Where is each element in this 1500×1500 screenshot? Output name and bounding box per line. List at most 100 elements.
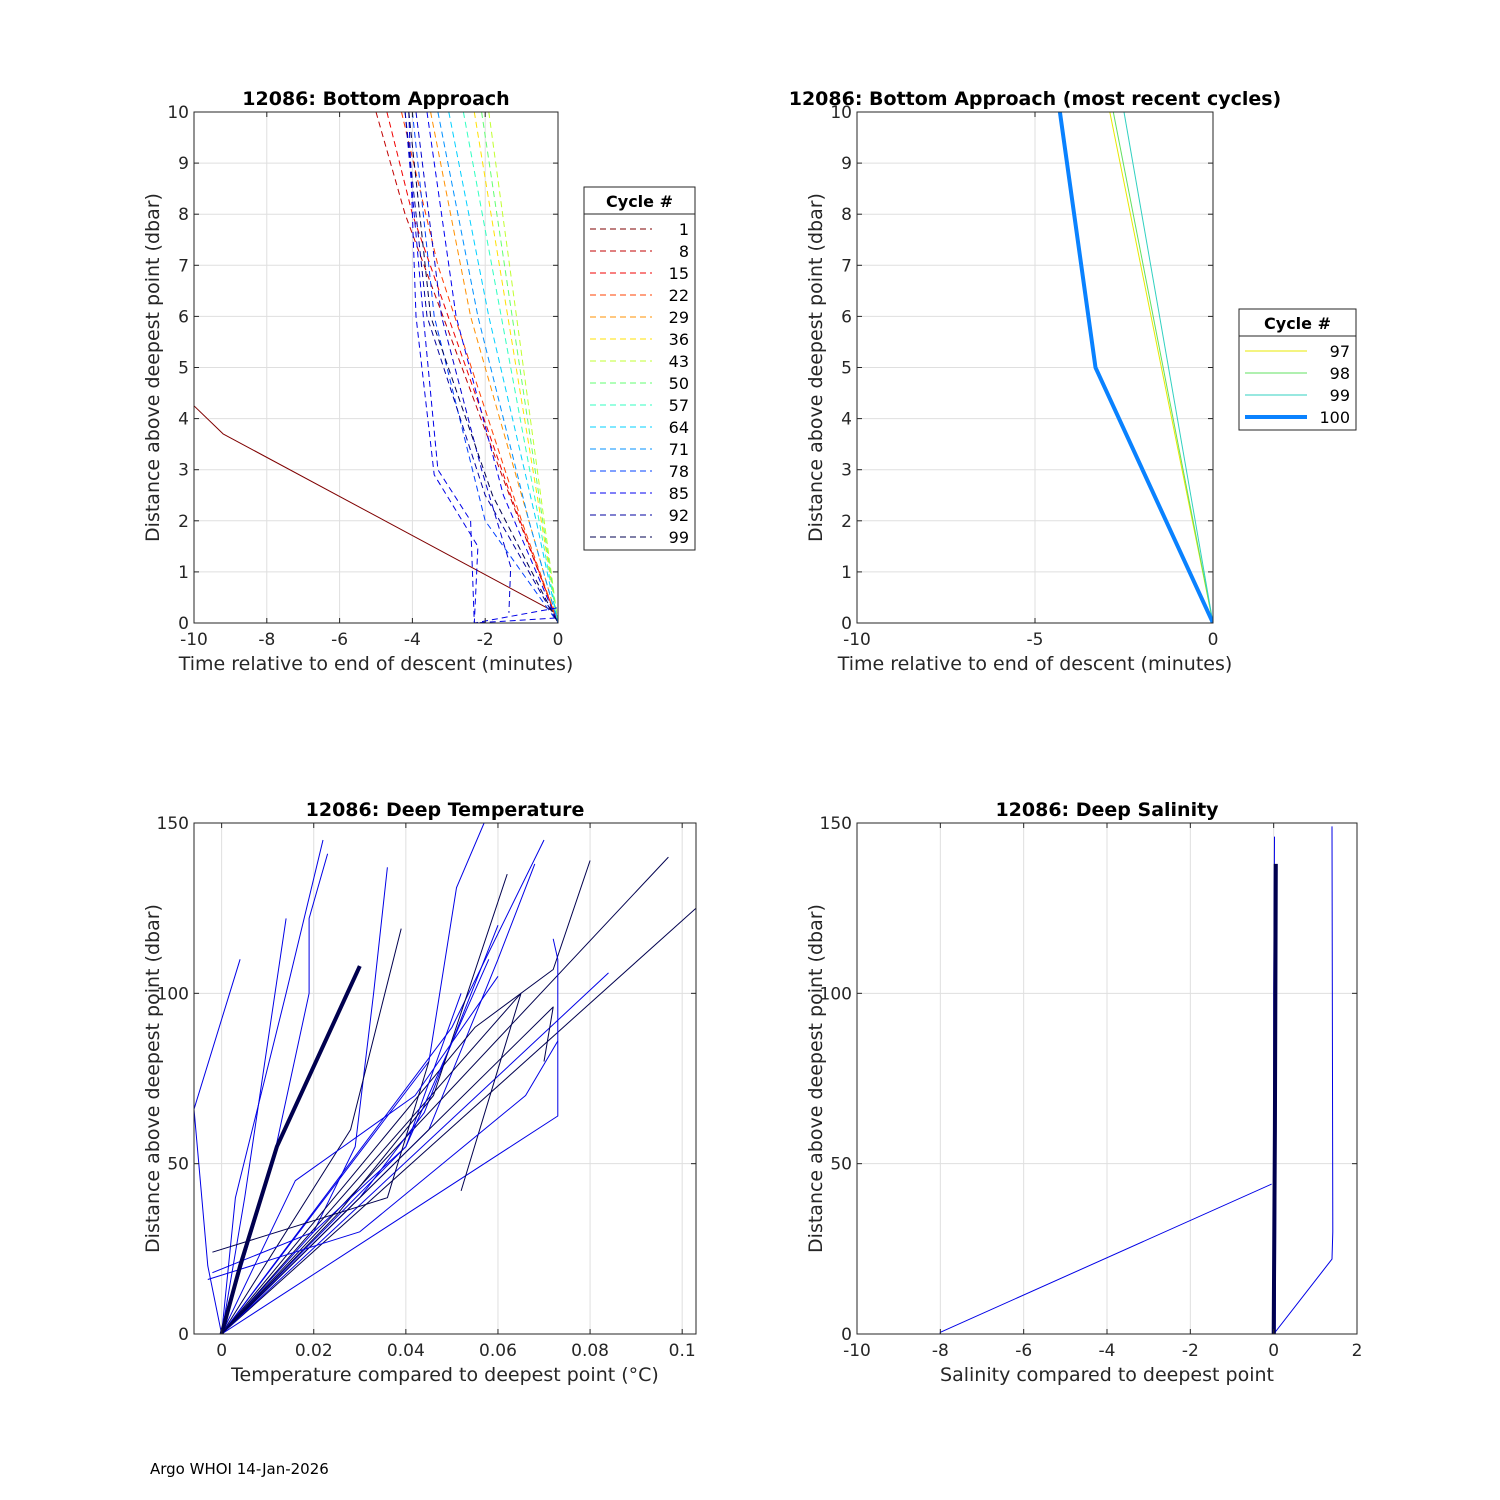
chart-title: 12086: Bottom Approach [242, 88, 509, 110]
series-line-profile [212, 959, 490, 1274]
legend-label: 15 [669, 264, 689, 283]
series-line-22 [401, 112, 558, 623]
legend-box [1238, 308, 1357, 431]
series-line-29 [430, 112, 558, 623]
series-line-profile [221, 839, 545, 1334]
plot-area [194, 823, 696, 1334]
series-line-profile [1271, 863, 1278, 1334]
axes-box [193, 822, 697, 1335]
x-axis-label: Time relative to end of descent (minutes… [178, 653, 574, 675]
chart-title: 12086: Deep Temperature [306, 799, 585, 821]
y-tick-label: 100 [820, 984, 852, 1004]
series-line-8 [375, 112, 558, 623]
series-line-profile [221, 873, 508, 1334]
footer-credit: Argo WHOI 14-Jan-2026 [150, 1460, 329, 1478]
y-tick-label: 9 [178, 154, 189, 174]
series-line-100 [1057, 112, 1213, 623]
x-tick-label: -8 [258, 630, 275, 650]
series-line-98 [1112, 112, 1213, 623]
series-line-profile [221, 976, 499, 1334]
series-line-97 [1109, 112, 1213, 623]
series-line-profile [221, 823, 485, 1334]
x-tick-label: -5 [1027, 630, 1044, 650]
y-tick-label: 9 [841, 154, 852, 174]
series-line-profile [221, 907, 696, 1334]
legend-title: Cycle # [606, 192, 673, 211]
x-axis-label: Time relative to end of descent (minutes… [837, 653, 1233, 675]
series-line-profile [212, 1061, 430, 1253]
y-tick-label: 10 [830, 103, 852, 123]
legend: Cycle # 97 98 99 100 [1238, 308, 1357, 431]
legend-label: 71 [669, 440, 689, 459]
series-line-profile [1273, 826, 1334, 1334]
series-line-99 [408, 112, 558, 623]
legend-label: 1 [679, 220, 689, 239]
y-tick-label: 0 [178, 1325, 189, 1345]
y-tick-label: 1 [178, 563, 189, 583]
series-line-80 [404, 112, 558, 623]
x-axis-label: Temperature compared to deepest point (°… [230, 1364, 659, 1386]
series-line-profile [219, 965, 362, 1334]
legend-label: 29 [669, 308, 689, 327]
y-tick-label: 5 [178, 359, 189, 379]
y-tick-label: 6 [841, 307, 852, 327]
y-tick-label: 3 [841, 461, 852, 481]
series-line-84 [415, 112, 512, 613]
x-tick-label: 0 [553, 630, 564, 650]
y-tick-label: 7 [178, 256, 189, 276]
series-line-78 [411, 112, 558, 623]
legend-label: 43 [669, 352, 689, 371]
y-tick-label: 2 [178, 512, 189, 532]
legend-label: 99 [1330, 386, 1350, 405]
series-line-50 [481, 112, 558, 623]
series-line-82 [408, 112, 558, 623]
series-line-15 [386, 112, 558, 623]
y-tick-label: 1 [841, 563, 852, 583]
x-tick-label: 0 [216, 1341, 227, 1361]
chart-title: 12086: Bottom Approach (most recent cycl… [789, 88, 1282, 110]
x-tick-label: -6 [1015, 1341, 1032, 1361]
legend-label: 36 [669, 330, 689, 349]
legend-title: Cycle # [1264, 314, 1331, 333]
y-tick-label: 7 [841, 256, 852, 276]
legend-label: 98 [1330, 364, 1350, 383]
y-tick-label: 50 [830, 1155, 852, 1175]
y-tick-label: 8 [841, 205, 852, 225]
series-line-profile [221, 938, 559, 1334]
y-tick-label: 10 [167, 103, 189, 123]
x-tick-label: 0.1 [669, 1341, 696, 1361]
y-tick-label: 6 [178, 307, 189, 327]
x-tick-label: 2 [1352, 1341, 1363, 1361]
y-tick-label: 3 [178, 461, 189, 481]
y-tick-label: 100 [157, 984, 189, 1004]
x-tick-label: 0.04 [387, 1341, 425, 1361]
legend-label: 92 [669, 506, 689, 525]
x-tick-label: -10 [180, 630, 208, 650]
x-tick-label: 0.08 [571, 1341, 609, 1361]
y-tick-label: 0 [841, 614, 852, 634]
legend-label: 100 [1319, 408, 1350, 427]
chart-title: 12086: Deep Salinity [995, 799, 1219, 821]
series-line-profile [221, 972, 609, 1334]
series-line-36 [473, 112, 558, 623]
legend-label: 50 [669, 374, 689, 393]
series-line-85 [426, 112, 558, 623]
y-axis-label: Distance above deepest point (dbar) [142, 904, 164, 1253]
y-tick-label: 5 [841, 359, 852, 379]
series-line-profile [221, 1006, 554, 1334]
legend: Cycle # 1 8 15 22 29 36 43 50 57 64 71 78 85 92 99 [583, 186, 696, 551]
x-tick-label: -10 [843, 1341, 871, 1361]
chart-panel-4: -10 -8 -6 -4 -2 0 2 0 50 100 150 12086: Deep Salini… [805, 799, 1362, 1386]
y-tick-label: 150 [157, 814, 189, 834]
legend-label: 22 [669, 286, 689, 305]
series-line-92 [404, 112, 558, 623]
y-tick-label: 2 [841, 512, 852, 532]
y-tick-label: 0 [178, 614, 189, 634]
y-axis-label: Distance above deepest point (dbar) [142, 193, 164, 542]
y-tick-label: 8 [178, 205, 189, 225]
y-tick-label: 4 [841, 410, 852, 430]
legend-label: 97 [1330, 342, 1350, 361]
y-tick-label: 50 [167, 1155, 189, 1175]
